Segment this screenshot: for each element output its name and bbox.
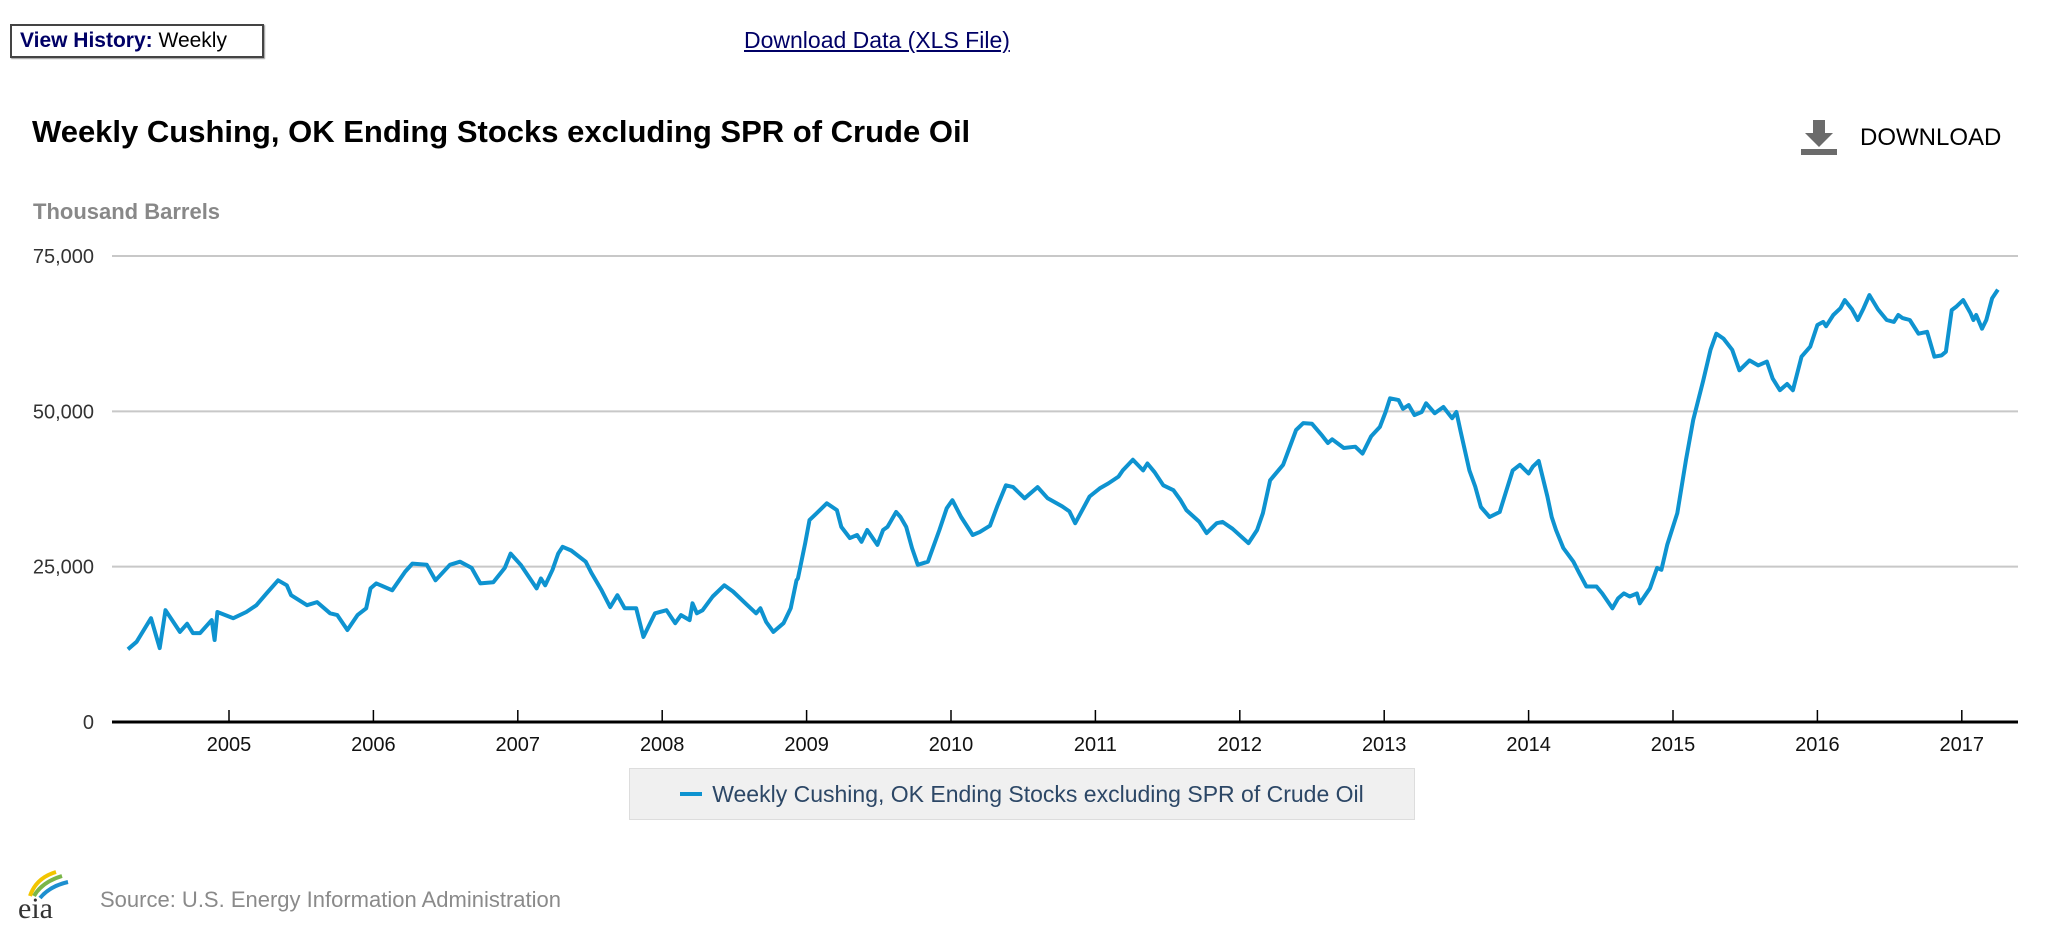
source-note: Source: U.S. Energy Information Administ… bbox=[100, 887, 561, 912]
view-history-label: View History: bbox=[20, 29, 153, 52]
y-tick-label: 75,000 bbox=[33, 246, 94, 268]
eia-logo: eia bbox=[18, 870, 69, 922]
y-tick-label: 25,000 bbox=[33, 557, 94, 579]
x-tick-label: 2008 bbox=[640, 734, 685, 756]
legend-label: Weekly Cushing, OK Ending Stocks excludi… bbox=[712, 780, 1364, 807]
x-tick-label: 2014 bbox=[1506, 734, 1551, 756]
x-tick-label: 2005 bbox=[207, 734, 252, 756]
view-history-value: Weekly bbox=[158, 29, 227, 52]
y-tick-label: 50,000 bbox=[33, 401, 94, 423]
chart-title: Weekly Cushing, OK Ending Stocks excludi… bbox=[32, 114, 971, 149]
x-tick-label: 2016 bbox=[1795, 734, 1840, 756]
view-history-select[interactable]: View History: Weekly bbox=[10, 24, 264, 58]
legend-item[interactable]: Weekly Cushing, OK Ending Stocks excludi… bbox=[629, 768, 1415, 820]
series-line bbox=[126, 288, 2000, 651]
x-tick-label: 2007 bbox=[496, 734, 541, 756]
x-tick-label: 2006 bbox=[351, 734, 396, 756]
download-data-link[interactable]: Download Data (XLS File) bbox=[744, 27, 1010, 53]
x-tick-label: 2013 bbox=[1362, 734, 1407, 756]
x-tick-label: 2015 bbox=[1651, 734, 1696, 756]
x-tick-label: 2017 bbox=[1940, 734, 1985, 756]
x-tick-label: 2010 bbox=[929, 734, 974, 756]
download-button-label: DOWNLOAD bbox=[1860, 124, 2002, 151]
x-tick-label: 2011 bbox=[1074, 734, 1117, 756]
download-icon bbox=[1801, 120, 1837, 155]
x-tick-label: 2012 bbox=[1218, 734, 1263, 756]
y-axis-title: Thousand Barrels bbox=[33, 199, 221, 224]
legend-swatch bbox=[680, 792, 703, 796]
x-tick-label: 2009 bbox=[784, 734, 829, 756]
y-tick-label: 0 bbox=[83, 712, 94, 734]
download-button[interactable]: DOWNLOAD bbox=[1800, 118, 2001, 158]
logo-text: eia bbox=[18, 892, 53, 922]
